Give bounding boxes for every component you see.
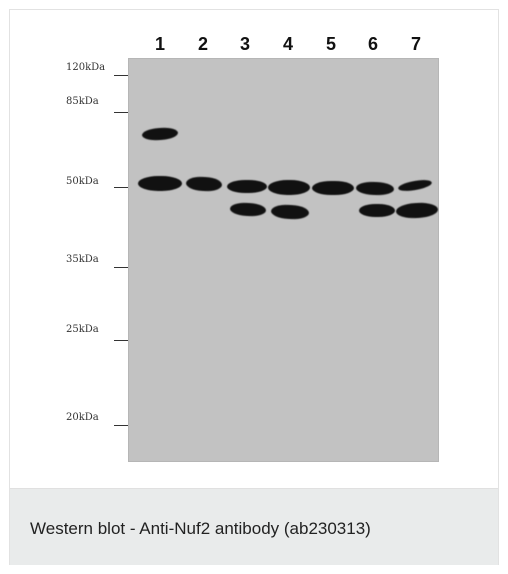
band-lane5-main [312,181,354,195]
caption-bar: Western blot - Anti-Nuf2 antibody (ab230… [10,488,498,565]
lane-number-6: 6 [367,34,378,54]
marker-label-85kda: 85kDa [66,96,99,107]
western-blot-figure: 1 2 3 4 5 6 7 120kDa 85kDa 50kDa 35kDa 2… [10,10,498,488]
blot-membrane [128,58,439,462]
marker-tick-50kda [114,187,130,188]
marker-tick-35kda [114,267,130,268]
figure-caption: Western blot - Anti-Nuf2 antibody (ab230… [30,519,371,538]
lane-number-4: 4 [282,34,293,54]
band-lane3-main [227,180,267,193]
marker-label-120kda: 120kDa [66,62,106,73]
band-lane4-lower [270,204,310,220]
band-lane4-main [268,180,310,195]
band-lane1-main [138,176,182,191]
lane-number-7: 7 [410,34,421,54]
band-lane7-main [397,178,433,193]
lane-number-5: 5 [325,34,336,54]
lane-number-3: 3 [239,34,250,54]
lane-number-1: 1 [154,34,165,54]
marker-tick-85kda [114,112,130,113]
marker-label-20kda: 20kDa [66,412,99,423]
marker-tick-25kda [114,340,130,341]
marker-tick-20kda [114,425,130,426]
band-lane7-lower [395,201,439,220]
band-lane6-main [355,181,395,196]
marker-label-35kda: 35kDa [66,254,99,265]
marker-label-50kda: 50kDa [66,176,99,187]
band-lane3-lower [229,202,267,217]
marker-tick-120kda [114,75,130,76]
marker-label-25kda: 25kDa [66,324,99,335]
lane-number-2: 2 [197,34,208,54]
figure-card: 1 2 3 4 5 6 7 120kDa 85kDa 50kDa 35kDa 2… [9,9,499,565]
band-lane1-upper [141,126,179,142]
band-lane2-main [185,176,223,192]
band-lane6-lower [359,204,395,217]
